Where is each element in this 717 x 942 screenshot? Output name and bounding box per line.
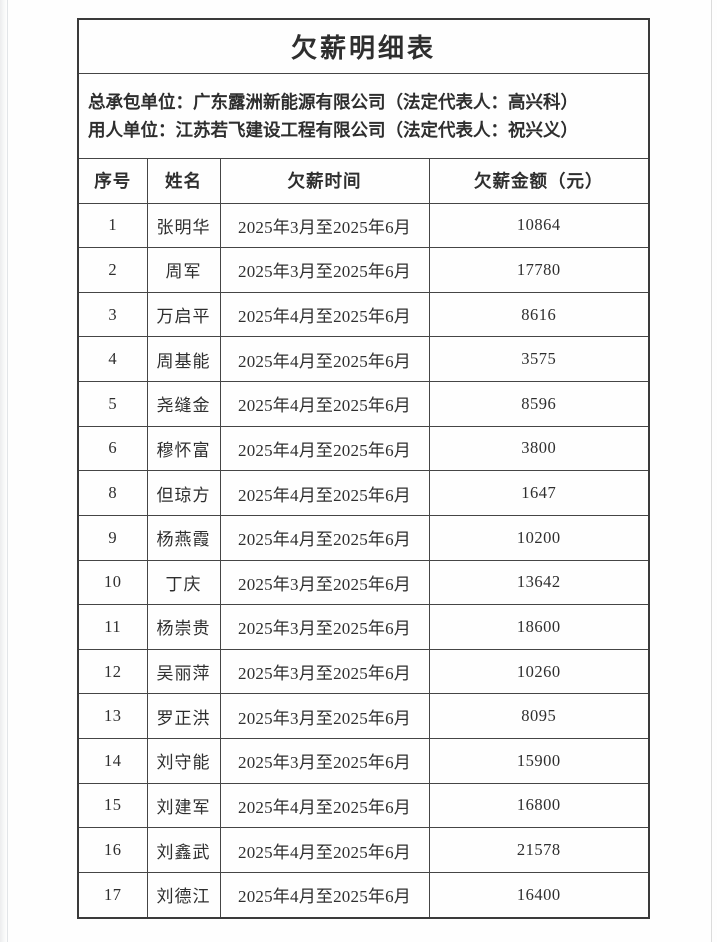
cell-amount: 1647 bbox=[428, 470, 650, 516]
cell-period: 2025年3月至2025年6月 bbox=[219, 738, 430, 784]
cell-period: 2025年3月至2025年6月 bbox=[219, 604, 430, 650]
cell-period: 2025年3月至2025年6月 bbox=[219, 247, 430, 293]
cell-name: 刘鑫武 bbox=[146, 827, 221, 873]
cell-name: 刘守能 bbox=[146, 738, 221, 784]
table-row: 14 刘守能 2025年3月至2025年6月 15900 bbox=[77, 738, 650, 784]
cell-amount: 17780 bbox=[428, 247, 650, 293]
table-row: 10 丁庆 2025年3月至2025年6月 13642 bbox=[77, 559, 650, 606]
col-header-amount: 欠薪金额（元） bbox=[428, 157, 650, 204]
cell-amount: 15900 bbox=[428, 738, 650, 784]
cell-amount: 13642 bbox=[428, 559, 650, 606]
cell-amount: 3575 bbox=[428, 336, 650, 382]
table-row: 16 刘鑫武 2025年4月至2025年6月 21578 bbox=[77, 827, 650, 873]
table-row: 5 尧缝金 2025年4月至2025年6月 8596 bbox=[77, 381, 650, 427]
table-row: 4 周基能 2025年4月至2025年6月 3575 bbox=[77, 336, 650, 382]
cell-name: 罗正洪 bbox=[146, 693, 221, 739]
cell-amount: 3800 bbox=[428, 425, 650, 472]
cell-seq: 16 bbox=[77, 827, 148, 873]
cell-seq: 9 bbox=[77, 514, 148, 561]
cell-name: 万启平 bbox=[146, 291, 221, 338]
cell-amount: 21578 bbox=[428, 827, 650, 873]
table-row: 1 张明华 2025年3月至2025年6月 10864 bbox=[77, 202, 650, 249]
cell-period: 2025年4月至2025年6月 bbox=[219, 782, 430, 829]
scan-edge-right-artifact bbox=[711, 0, 712, 942]
cell-name: 丁庆 bbox=[146, 559, 221, 606]
cell-period: 2025年4月至2025年6月 bbox=[219, 336, 430, 382]
cell-amount: 8616 bbox=[428, 291, 650, 338]
scan-edge-left-artifact bbox=[0, 0, 8, 942]
table-row: 2 周军 2025年3月至2025年6月 17780 bbox=[77, 247, 650, 293]
col-header-period: 欠薪时间 bbox=[219, 157, 430, 204]
cell-name: 刘建军 bbox=[146, 782, 221, 829]
col-header-seq: 序号 bbox=[77, 157, 148, 204]
table-row: 3 万启平 2025年4月至2025年6月 8616 bbox=[77, 291, 650, 338]
cell-name: 杨崇贵 bbox=[146, 604, 221, 650]
col-header-name: 姓名 bbox=[146, 157, 221, 204]
document-title: 欠薪明细表 bbox=[77, 18, 650, 74]
cell-name: 尧缝金 bbox=[146, 381, 221, 427]
cell-seq: 11 bbox=[77, 604, 148, 650]
cell-period: 2025年3月至2025年6月 bbox=[219, 202, 430, 249]
cell-seq: 5 bbox=[77, 381, 148, 427]
cell-name: 吴丽萍 bbox=[146, 648, 221, 695]
cell-amount: 10260 bbox=[428, 648, 650, 695]
cell-amount: 10200 bbox=[428, 514, 650, 561]
cell-period: 2025年4月至2025年6月 bbox=[219, 514, 430, 561]
title-row: 欠薪明细表 bbox=[77, 18, 650, 74]
cell-name: 但琼方 bbox=[146, 470, 221, 516]
parties-info-row: 总承包单位：广东露洲新能源有限公司（法定代表人：高兴科） 用人单位：江苏若飞建设… bbox=[77, 72, 650, 159]
table-row: 12 吴丽萍 2025年3月至2025年6月 10260 bbox=[77, 648, 650, 695]
table-row: 9 杨燕霞 2025年4月至2025年6月 10200 bbox=[77, 514, 650, 561]
cell-seq: 14 bbox=[77, 738, 148, 784]
cell-period: 2025年3月至2025年6月 bbox=[219, 648, 430, 695]
cell-seq: 10 bbox=[77, 559, 148, 606]
cell-period: 2025年3月至2025年6月 bbox=[219, 693, 430, 739]
cell-name: 刘德江 bbox=[146, 871, 221, 919]
cell-amount: 16400 bbox=[428, 871, 650, 919]
cell-seq: 6 bbox=[77, 425, 148, 472]
cell-seq: 15 bbox=[77, 782, 148, 829]
cell-seq: 12 bbox=[77, 648, 148, 695]
cell-period: 2025年4月至2025年6月 bbox=[219, 381, 430, 427]
cell-amount: 8596 bbox=[428, 381, 650, 427]
cell-seq: 2 bbox=[77, 247, 148, 293]
cell-seq: 13 bbox=[77, 693, 148, 739]
cell-seq: 8 bbox=[77, 470, 148, 516]
table-row: 8 但琼方 2025年4月至2025年6月 1647 bbox=[77, 470, 650, 516]
cell-period: 2025年4月至2025年6月 bbox=[219, 827, 430, 873]
cell-name: 周军 bbox=[146, 247, 221, 293]
cell-amount: 8095 bbox=[428, 693, 650, 739]
cell-seq: 1 bbox=[77, 202, 148, 249]
table-row: 11 杨崇贵 2025年3月至2025年6月 18600 bbox=[77, 604, 650, 650]
employer-line: 用人单位：江苏若飞建设工程有限公司（法定代表人：祝兴义） bbox=[88, 119, 578, 140]
parties-info-cell: 总承包单位：广东露洲新能源有限公司（法定代表人：高兴科） 用人单位：江苏若飞建设… bbox=[77, 72, 650, 159]
cell-name: 穆怀富 bbox=[146, 425, 221, 472]
cell-amount: 16800 bbox=[428, 782, 650, 829]
cell-period: 2025年4月至2025年6月 bbox=[219, 470, 430, 516]
cell-period: 2025年4月至2025年6月 bbox=[219, 291, 430, 338]
table-row: 6 穆怀富 2025年4月至2025年6月 3800 bbox=[77, 425, 650, 472]
table-row: 13 罗正洪 2025年3月至2025年6月 8095 bbox=[77, 693, 650, 739]
general-contractor-line: 总承包单位：广东露洲新能源有限公司（法定代表人：高兴科） bbox=[88, 91, 578, 112]
wage-arrears-table: 欠薪明细表 总承包单位：广东露洲新能源有限公司（法定代表人：高兴科） 用人单位：… bbox=[77, 18, 651, 919]
cell-amount: 10864 bbox=[428, 202, 650, 249]
cell-name: 周基能 bbox=[146, 336, 221, 382]
cell-name: 杨燕霞 bbox=[146, 514, 221, 561]
cell-period: 2025年3月至2025年6月 bbox=[219, 559, 430, 606]
cell-period: 2025年4月至2025年6月 bbox=[219, 871, 430, 919]
cell-amount: 18600 bbox=[428, 604, 650, 650]
table-row: 15 刘建军 2025年4月至2025年6月 16800 bbox=[77, 782, 650, 829]
cell-seq: 17 bbox=[77, 871, 148, 919]
cell-seq: 3 bbox=[77, 291, 148, 338]
cell-period: 2025年4月至2025年6月 bbox=[219, 425, 430, 472]
cell-seq: 4 bbox=[77, 336, 148, 382]
cell-name: 张明华 bbox=[146, 202, 221, 249]
table-row: 17 刘德江 2025年4月至2025年6月 16400 bbox=[77, 871, 650, 919]
table-header-row: 序号 姓名 欠薪时间 欠薪金额（元） bbox=[77, 157, 650, 204]
